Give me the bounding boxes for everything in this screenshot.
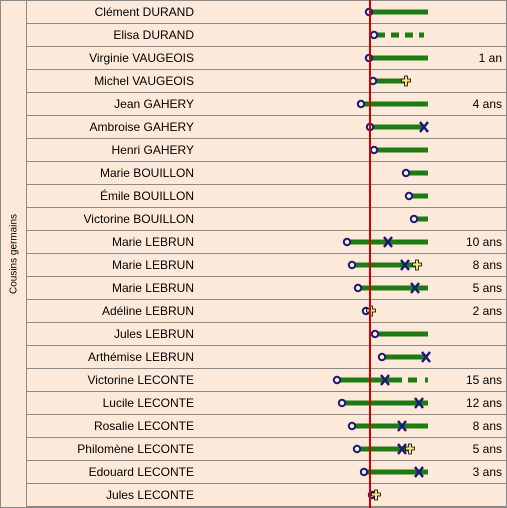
timeline-row: Jules LEBRUN — [27, 323, 506, 346]
person-name: Marie LEBRUN — [111, 235, 194, 249]
age-label: 8 ans — [472, 258, 502, 272]
person-name: Elisa DURAND — [113, 28, 194, 42]
rows-container: Clément DURAND Elisa DURAND Virginie VAUGE… — [27, 1, 506, 507]
timeline-row: Arthémise LEBRUN — [27, 346, 506, 369]
timeline-row: Michel VAUGEOIS — [27, 70, 506, 93]
age-label: 5 ans — [472, 281, 502, 295]
person-name: Jules LEBRUN — [113, 327, 194, 341]
person-name: Adéline LEBRUN — [101, 304, 194, 318]
person-name: Jean GAHERY — [114, 97, 194, 111]
timeline-row: Philomène LECONTE 5 ans — [27, 438, 506, 461]
person-name: Marie LEBRUN — [111, 258, 194, 272]
group-column: Cousins germains — [1, 1, 27, 507]
person-name: Clément DURAND — [94, 5, 194, 19]
timeline-row: Jules LECONTE — [27, 484, 506, 507]
group-label: Cousins germains — [8, 213, 20, 295]
person-name: Henri GAHERY — [111, 143, 194, 157]
timeline-row: Adéline LEBRUN 2 ans — [27, 300, 506, 323]
timeline-row: Victorine BOUILLON — [27, 208, 506, 231]
person-name: Virginie VAUGEOIS — [89, 51, 194, 65]
age-label: 5 ans — [472, 442, 502, 456]
timeline-row: Henri GAHERY — [27, 139, 506, 162]
timeline-row: Rosalie LECONTE 8 ans — [27, 415, 506, 438]
person-name: Marie LEBRUN — [111, 281, 194, 295]
person-name: Philomène LECONTE — [77, 442, 194, 456]
person-name: Ambroise GAHERY — [89, 120, 194, 134]
age-label: 8 ans — [472, 419, 502, 433]
age-label: 12 ans — [465, 396, 502, 410]
timeline-row: Jean GAHERY 4 ans — [27, 93, 506, 116]
person-name: Victorine BOUILLON — [83, 212, 195, 226]
age-label: 10 ans — [465, 235, 502, 249]
timeline-row: Marie LEBRUN 10 ans — [27, 231, 506, 254]
timeline-row: Émile BOUILLON — [27, 185, 506, 208]
person-name: Émile BOUILLON — [99, 189, 194, 203]
timeline-row: Marie LEBRUN 8 ans — [27, 254, 506, 277]
timeline-row: Edouard LECONTE 3 ans — [27, 461, 506, 484]
timeline-row: Marie LEBRUN 5 ans — [27, 277, 506, 300]
person-name: Arthémise LEBRUN — [87, 350, 194, 364]
age-label: 1 an — [478, 51, 502, 65]
person-name: Marie BOUILLON — [99, 166, 194, 180]
person-name: Edouard LECONTE — [88, 465, 194, 479]
person-name: Jules LECONTE — [105, 488, 194, 502]
age-label: 3 ans — [472, 465, 502, 479]
age-label: 4 ans — [472, 97, 502, 111]
person-name: Michel VAUGEOIS — [94, 74, 194, 88]
timeline-row: Clément DURAND — [27, 1, 506, 24]
timeline-row: Marie BOUILLON — [27, 162, 506, 185]
timeline-row: Lucile LECONTE 12 ans — [27, 392, 506, 415]
timeline-row: Ambroise GAHERY — [27, 116, 506, 139]
age-label: 2 ans — [472, 304, 502, 318]
person-name: Lucile LECONTE — [102, 396, 194, 410]
person-name: Victorine LECONTE — [87, 373, 194, 387]
timeline-row: Virginie VAUGEOIS 1 an — [27, 47, 506, 70]
timeline-row: Elisa DURAND — [27, 24, 506, 47]
age-label: 15 ans — [465, 373, 502, 387]
person-name: Rosalie LECONTE — [93, 419, 194, 433]
timeline-row: Victorine LECONTE 15 ans — [27, 369, 506, 392]
